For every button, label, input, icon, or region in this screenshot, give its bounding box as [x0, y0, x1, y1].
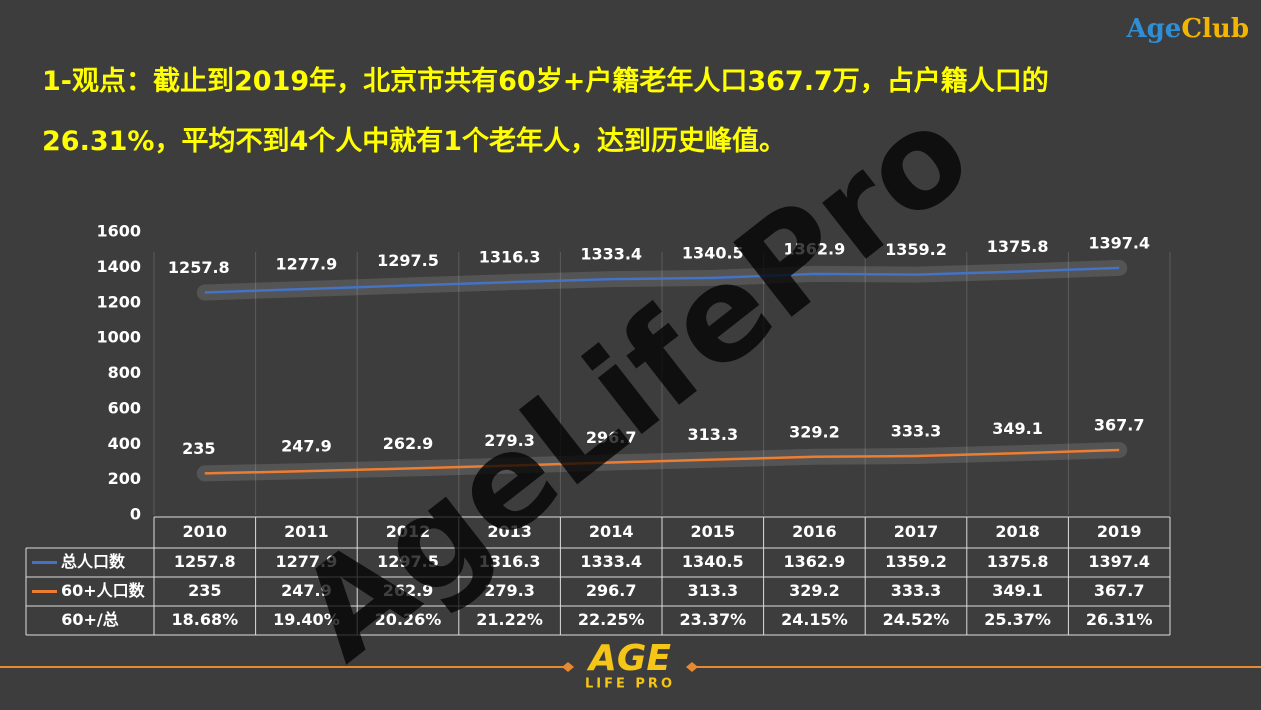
table-value: 24.52%	[883, 610, 950, 629]
data-label: 235	[182, 439, 215, 458]
data-label: 1316.3	[479, 248, 541, 267]
data-label: 296.7	[586, 428, 637, 447]
table-value: 24.15%	[781, 610, 848, 629]
table-value: 313.3	[687, 581, 738, 600]
table-row-label: 60+/总	[61, 610, 119, 629]
table-value: 19.40%	[273, 610, 340, 629]
table-value: 26.31%	[1086, 610, 1153, 629]
x-tick-label: 2016	[792, 522, 837, 541]
footer-logo: AGE	[586, 638, 671, 679]
y-tick-label: 1600	[96, 222, 141, 241]
data-label: 1257.8	[168, 258, 230, 277]
table-value: 1316.3	[479, 552, 541, 571]
table-value: 235	[188, 581, 221, 600]
y-tick-label: 200	[108, 469, 141, 488]
table-value: 18.68%	[171, 610, 238, 629]
y-tick-label: 1400	[96, 257, 141, 276]
data-label: 333.3	[891, 422, 942, 441]
data-label: 1333.4	[580, 245, 642, 264]
table-value: 1397.4	[1088, 552, 1150, 571]
x-tick-label: 2013	[487, 522, 532, 541]
data-label: 262.9	[383, 434, 434, 453]
table-value: 279.3	[484, 581, 535, 600]
table-value: 296.7	[586, 581, 637, 600]
y-tick-label: 800	[108, 363, 141, 382]
brand-age: Age	[1126, 14, 1182, 44]
table-value: 329.2	[789, 581, 840, 600]
x-tick-label: 2012	[386, 522, 431, 541]
legend-label: 60+人口数	[61, 581, 146, 600]
table-value: 1297.5	[377, 552, 439, 571]
footer-diamond	[562, 662, 574, 672]
legend-label: 总人口数	[61, 552, 126, 571]
data-label: 1362.9	[784, 239, 846, 258]
x-tick-label: 2011	[284, 522, 329, 541]
table-value: 349.1	[992, 581, 1043, 600]
brand-club: Club	[1181, 14, 1249, 44]
table-value: 247.9	[281, 581, 332, 600]
y-tick-label: 1200	[96, 292, 141, 311]
data-label: 329.2	[789, 422, 840, 441]
table-value: 25.37%	[984, 610, 1051, 629]
data-label: 1277.9	[276, 254, 338, 273]
data-label: 1359.2	[885, 240, 947, 259]
series-line	[204, 448, 1120, 475]
x-tick-label: 2015	[691, 522, 736, 541]
x-tick-label: 2010	[183, 522, 228, 541]
footer-logo-sub: LIFE PRO	[585, 677, 675, 692]
table-value: 22.25%	[578, 610, 645, 629]
table-value: 262.9	[383, 581, 434, 600]
y-tick-label: 400	[108, 434, 141, 453]
headline: 1-观点：截止到2019年，北京市共有60岁+户籍老年人口367.7万，占户籍人…	[42, 66, 1049, 157]
table-value: 1340.5	[682, 552, 744, 571]
data-label: 1397.4	[1088, 233, 1150, 252]
data-label: 1340.5	[682, 243, 744, 262]
table-value: 21.22%	[476, 610, 543, 629]
table-value: 23.37%	[679, 610, 746, 629]
x-tick-label: 2017	[894, 522, 939, 541]
data-label: 367.7	[1094, 415, 1145, 434]
footer-diamond	[686, 662, 698, 672]
data-label: 247.9	[281, 437, 332, 456]
x-tick-label: 2019	[1097, 522, 1142, 541]
data-label: 279.3	[484, 431, 535, 450]
table-value: 333.3	[891, 581, 942, 600]
data-label: 1375.8	[987, 237, 1049, 256]
x-tick-label: 2014	[589, 522, 634, 541]
y-tick-label: 600	[108, 398, 141, 417]
brand: AgeClub	[1126, 14, 1249, 44]
table-value: 1333.4	[580, 552, 642, 571]
table-value: 1359.2	[885, 552, 947, 571]
table-value: 367.7	[1094, 581, 1145, 600]
data-label: 313.3	[687, 425, 738, 444]
x-tick-label: 2018	[995, 522, 1040, 541]
table-value: 1277.9	[276, 552, 338, 571]
y-tick-label: 1000	[96, 328, 141, 347]
table-value: 1257.8	[174, 552, 236, 571]
table-value: 1362.9	[784, 552, 846, 571]
data-label: 349.1	[992, 419, 1043, 438]
table-value: 1375.8	[987, 552, 1049, 571]
data-label: 1297.5	[377, 251, 439, 270]
series-line	[204, 266, 1120, 294]
y-tick-label: 0	[130, 505, 141, 524]
table-value: 20.26%	[375, 610, 442, 629]
